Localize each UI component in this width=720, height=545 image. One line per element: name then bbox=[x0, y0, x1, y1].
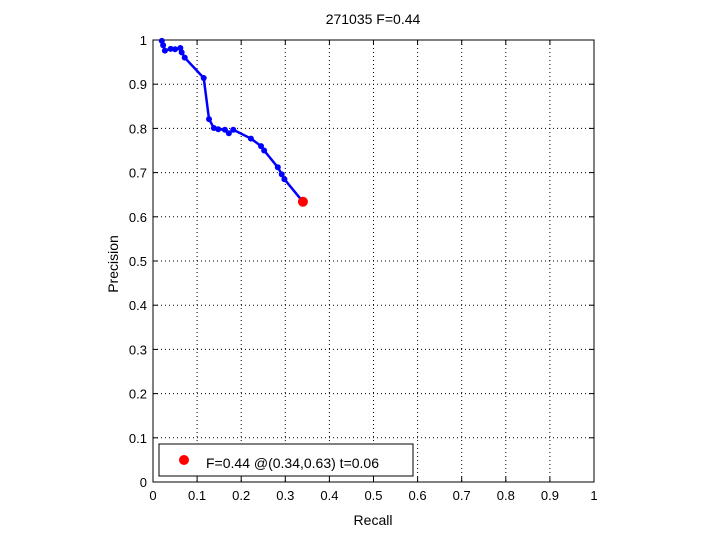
legend: F=0.44 @(0.34,0.63) t=0.06 bbox=[158, 443, 414, 477]
x-tick-label: 0.3 bbox=[276, 488, 294, 503]
pr-curve-point bbox=[278, 171, 285, 178]
grid-layer bbox=[153, 40, 594, 482]
pr-curve-point bbox=[225, 130, 232, 137]
legend-marker bbox=[179, 455, 189, 465]
pr-curve-point bbox=[221, 126, 228, 133]
pr-curve-point bbox=[178, 49, 185, 56]
pr-curve-point bbox=[160, 42, 167, 49]
pr-curve-point bbox=[258, 143, 265, 150]
y-axis-label: Precision bbox=[105, 235, 121, 293]
y-tick-label: 0 bbox=[140, 475, 147, 490]
x-tick-label: 0.5 bbox=[364, 488, 382, 503]
x-axis-label: Recall bbox=[354, 512, 393, 528]
pr-curve-point bbox=[181, 54, 188, 61]
y-tick-label: 0.8 bbox=[129, 121, 147, 136]
pr-curve-point bbox=[200, 75, 207, 82]
y-tick-label: 0.7 bbox=[129, 166, 147, 181]
y-tick-label: 0.5 bbox=[129, 254, 147, 269]
chart-title: 271035 F=0.44 bbox=[326, 11, 421, 27]
pr-curve-point bbox=[247, 135, 254, 142]
pr-curve-point bbox=[215, 126, 222, 133]
legend-label: F=0.44 @(0.34,0.63) t=0.06 bbox=[206, 455, 379, 471]
y-tick-label: 0.2 bbox=[129, 387, 147, 402]
pr-curve-point bbox=[274, 164, 281, 171]
x-tick-label: 0.7 bbox=[453, 488, 471, 503]
pr-curve-point bbox=[172, 46, 179, 53]
y-tick-label: 0.9 bbox=[129, 77, 147, 92]
y-tick-label: 1 bbox=[140, 33, 147, 48]
y-tick-label: 0.3 bbox=[129, 342, 147, 357]
pr-curve-point bbox=[230, 126, 237, 133]
x-tick-label: 0.6 bbox=[409, 488, 427, 503]
best-f-point bbox=[297, 196, 308, 207]
pr-curve-point bbox=[167, 45, 174, 52]
x-tick-label: 0.1 bbox=[188, 488, 206, 503]
pr-curve-line bbox=[160, 40, 304, 203]
pr-curve-point bbox=[161, 47, 168, 54]
x-tick-label: 0.2 bbox=[232, 488, 250, 503]
x-tick-label: 0 bbox=[149, 488, 156, 503]
y-tick-label: 0.4 bbox=[129, 298, 147, 313]
x-tick-label: 0.8 bbox=[497, 488, 515, 503]
ticks-layer: 0 0.1 0.2 0.3 0.4 0.5 0.6 0.7 0.8 0.9 1 0 0.1 0.2 0.3 0… bbox=[129, 33, 598, 503]
y-tick-label: 0.1 bbox=[129, 431, 147, 446]
x-tick-label: 1 bbox=[590, 488, 597, 503]
pr-curve-point bbox=[281, 176, 288, 183]
legend-box bbox=[158, 443, 414, 477]
series-layer bbox=[158, 37, 308, 207]
x-tick-label: 0.9 bbox=[541, 488, 559, 503]
x-tick-label: 0.4 bbox=[320, 488, 338, 503]
pr-curve-point bbox=[261, 147, 268, 154]
y-tick-label: 0.6 bbox=[129, 210, 147, 225]
pr-curve-point bbox=[206, 116, 213, 123]
